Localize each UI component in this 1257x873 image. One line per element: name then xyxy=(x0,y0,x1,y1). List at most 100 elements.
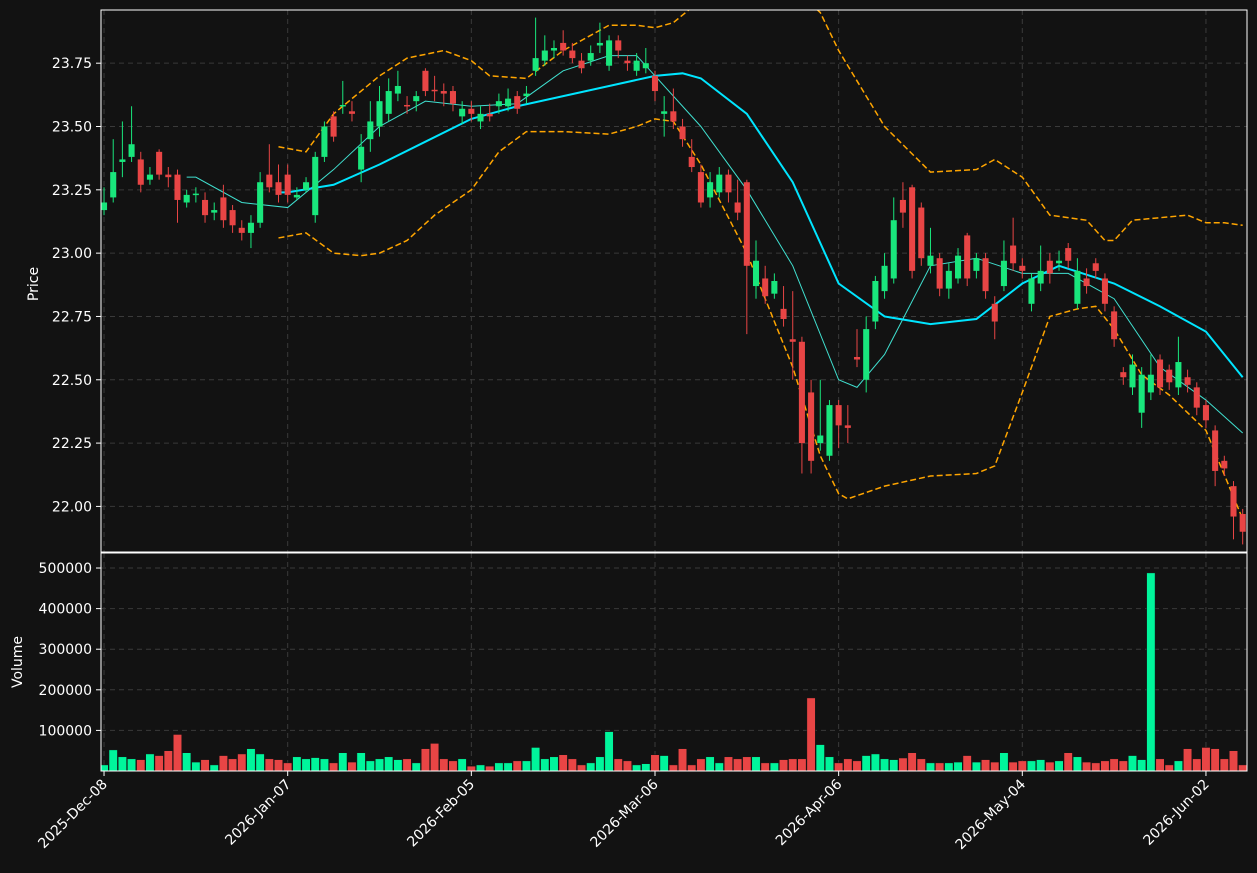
candle-body xyxy=(752,260,760,287)
volume-bar xyxy=(641,763,651,771)
candles xyxy=(101,10,1246,545)
volume-bar xyxy=(393,759,403,771)
volume-bar xyxy=(577,764,587,771)
candle-body xyxy=(514,96,521,109)
volume-bar xyxy=(136,759,146,771)
candle-body xyxy=(1111,311,1118,340)
volume-bar xyxy=(567,758,577,771)
candle-body xyxy=(293,194,300,198)
volume-bar xyxy=(678,748,688,771)
volume-bar xyxy=(687,764,697,771)
volume-bar xyxy=(375,758,384,771)
candle-body xyxy=(119,159,126,162)
candle-body xyxy=(716,174,723,193)
candle-body xyxy=(1083,278,1090,287)
volume-bar xyxy=(797,758,807,771)
volume-bar xyxy=(301,758,311,771)
candle-body xyxy=(137,159,144,185)
candle-body xyxy=(449,91,457,104)
candle-body xyxy=(275,182,282,195)
candle-body xyxy=(174,174,181,200)
candle-body xyxy=(688,156,695,168)
candle-body xyxy=(651,75,659,92)
candle-body xyxy=(477,113,484,122)
candle-body xyxy=(606,40,613,66)
volume-bar xyxy=(953,761,963,771)
volume-bar xyxy=(834,762,844,771)
volume-bar xyxy=(521,760,531,771)
volume-bar xyxy=(981,759,991,771)
volume-bar xyxy=(843,758,853,771)
candle-body xyxy=(954,255,962,279)
candle-body xyxy=(734,202,741,213)
candle-body xyxy=(1120,372,1127,378)
y-tick-label: 300000 xyxy=(39,642,92,658)
candle-body xyxy=(1212,430,1219,471)
volume-bar xyxy=(255,753,265,771)
candle-body xyxy=(339,104,346,107)
candle-body xyxy=(762,278,769,297)
y-tick-label: 23.00 xyxy=(52,246,92,262)
candle-body xyxy=(679,126,686,140)
volume-bar xyxy=(613,758,623,771)
candle-body xyxy=(541,50,548,61)
indicator-line xyxy=(278,10,1243,242)
candle-body xyxy=(532,58,539,71)
volume-bar xyxy=(824,756,834,771)
volume-bar xyxy=(870,753,880,771)
candle-body xyxy=(1230,486,1237,517)
candle-body xyxy=(495,101,502,107)
volume-bar xyxy=(650,754,660,771)
candle-body xyxy=(615,40,622,51)
volume-bar xyxy=(329,762,339,771)
volume-bar xyxy=(1036,759,1046,771)
candle-body xyxy=(202,199,209,216)
candle-body xyxy=(982,258,989,292)
volume-bar xyxy=(246,748,256,771)
volume-bar xyxy=(1229,750,1238,771)
volume-bar xyxy=(898,757,908,771)
volume-bar xyxy=(760,762,770,771)
candle-body xyxy=(771,281,778,294)
candle-body xyxy=(1101,278,1108,304)
volume-bar xyxy=(1082,761,1092,771)
candle-body xyxy=(146,174,153,180)
volume-bar xyxy=(191,761,201,771)
volume-bar xyxy=(1045,761,1055,771)
volume-bar xyxy=(935,762,945,771)
candle-body xyxy=(128,144,135,157)
volume-bar xyxy=(283,762,293,771)
volume-bar xyxy=(310,757,320,771)
candle-body xyxy=(881,265,888,292)
volume-bar xyxy=(1192,758,1202,771)
volume-bar xyxy=(1155,758,1165,771)
volume-bar xyxy=(1109,758,1119,771)
candle-body xyxy=(560,42,567,51)
candle-body xyxy=(257,182,264,223)
volume-bar xyxy=(1201,747,1211,771)
candle-body xyxy=(422,70,429,92)
candle-body xyxy=(587,53,594,61)
y-tick-label: 22.50 xyxy=(52,373,92,389)
candle-body xyxy=(1056,260,1063,264)
candle-body xyxy=(303,182,310,190)
volume-bar xyxy=(117,756,127,771)
candle-body xyxy=(835,405,842,426)
volume-bar xyxy=(916,758,926,771)
candle-body xyxy=(707,182,714,198)
volume-bar xyxy=(420,748,430,771)
indicator-line xyxy=(278,72,1244,378)
volume-bar xyxy=(430,743,440,771)
volume-bar xyxy=(384,756,394,771)
volume-bar xyxy=(962,755,972,771)
plot-frame xyxy=(100,9,1248,553)
volume-bar xyxy=(1210,748,1220,771)
y-tick-label: 100000 xyxy=(39,723,92,739)
candle-body xyxy=(110,172,117,198)
candle-body xyxy=(229,210,236,226)
volume-bar xyxy=(907,752,917,771)
volume-bar xyxy=(788,758,798,771)
candle-body xyxy=(936,258,943,289)
volume-bar xyxy=(1008,761,1018,771)
